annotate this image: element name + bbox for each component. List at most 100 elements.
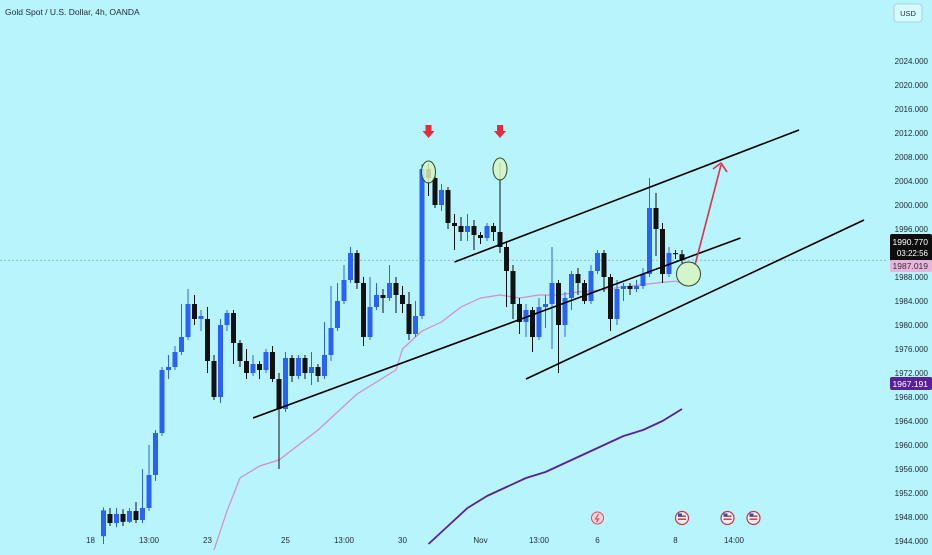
candle-body[interactable] (367, 307, 373, 337)
candle-body[interactable] (224, 313, 230, 325)
highlight-circle[interactable] (676, 261, 701, 287)
candle-body[interactable] (153, 433, 158, 475)
candle-body[interactable] (198, 316, 204, 319)
candle-body[interactable] (458, 226, 464, 232)
candle-body[interactable] (263, 352, 269, 370)
annotations[interactable] (421, 125, 728, 287)
candle-body[interactable] (523, 310, 529, 322)
channel-lines[interactable] (252, 129, 865, 419)
candle-body[interactable] (582, 283, 587, 301)
candle-body[interactable] (140, 508, 145, 520)
candle-body[interactable] (387, 283, 392, 298)
candle-body[interactable] (530, 310, 535, 337)
candle-body[interactable] (322, 355, 327, 376)
candle-body[interactable] (445, 190, 451, 223)
currency-button[interactable]: USD (893, 3, 923, 23)
candle-body[interactable] (354, 253, 360, 283)
candle-body[interactable] (491, 226, 496, 232)
currency-button-frame[interactable] (893, 3, 923, 23)
candle-body[interactable] (192, 304, 197, 319)
candle-body[interactable] (653, 208, 659, 229)
candle-body[interactable] (575, 274, 581, 283)
price-axis[interactable]: 1944.000 1948.000 1952.000 1956.000 1960.000… (889, 0, 932, 550)
candle-body[interactable] (107, 514, 113, 523)
candle-body[interactable] (549, 283, 555, 304)
candle-body[interactable] (348, 253, 353, 280)
candle-body[interactable] (185, 304, 191, 337)
candle-body[interactable] (673, 253, 678, 255)
candles[interactable] (101, 163, 685, 544)
candle-body[interactable] (471, 226, 477, 235)
candle-body[interactable] (497, 232, 503, 247)
candle-body[interactable] (166, 367, 171, 370)
candle-body[interactable] (569, 274, 574, 298)
channel-lower-line[interactable] (252, 237, 741, 419)
channel-support-line[interactable] (525, 219, 865, 380)
candle-body[interactable] (660, 229, 665, 274)
candle-body[interactable] (172, 352, 178, 367)
currency-button-label[interactable]: USD (900, 9, 916, 18)
us-flag-event-icon[interactable] (746, 510, 761, 526)
down-arrow-icon[interactable] (494, 125, 506, 138)
candle-body[interactable] (315, 367, 321, 376)
candle-body[interactable] (601, 253, 607, 277)
flash-event-icon[interactable] (591, 511, 604, 525)
candle-body[interactable] (218, 325, 223, 397)
candle-body[interactable] (146, 475, 152, 508)
candle-body[interactable] (296, 358, 301, 376)
candle-body[interactable] (283, 358, 288, 409)
candle-body[interactable] (302, 358, 308, 373)
candle-body[interactable] (439, 190, 444, 205)
candle-body[interactable] (231, 313, 236, 343)
candle-body[interactable] (341, 280, 347, 301)
candle-body[interactable] (289, 358, 295, 376)
candle-body[interactable] (361, 283, 366, 337)
candle-body[interactable] (413, 316, 418, 334)
candle-body[interactable] (127, 511, 132, 522)
down-arrow-icon[interactable] (422, 125, 435, 138)
candle-body[interactable] (679, 254, 685, 261)
candle-body[interactable] (484, 226, 490, 238)
candle-body[interactable] (562, 298, 568, 325)
candle-body[interactable] (588, 271, 594, 301)
candle-body[interactable] (406, 304, 412, 334)
candle-body[interactable] (556, 283, 561, 325)
candle-body[interactable] (120, 514, 126, 522)
candle-body[interactable] (634, 286, 639, 289)
candle-body[interactable] (335, 301, 340, 328)
candle-body[interactable] (257, 364, 262, 370)
us-flag-event-icon[interactable] (720, 510, 735, 526)
candle-body[interactable] (517, 304, 522, 322)
candle-body[interactable] (211, 361, 217, 397)
candle-body[interactable] (666, 253, 672, 274)
candle-body[interactable] (640, 274, 646, 286)
candle-body[interactable] (133, 511, 139, 520)
candle-body[interactable] (205, 319, 210, 361)
candle-body[interactable] (536, 307, 542, 337)
up-arrow-head-icon[interactable] (712, 162, 728, 173)
candle-body[interactable] (159, 370, 165, 433)
candle-body[interactable] (237, 343, 243, 361)
highlight-circle[interactable] (421, 160, 436, 184)
candle-body[interactable] (419, 169, 425, 316)
time-axis[interactable]: 18 13:00 23 25 13:00 30 Nov 13:00 6 8 14:00 (86, 536, 745, 545)
candle-body[interactable] (452, 223, 457, 226)
us-flag-event-icon[interactable] (674, 510, 690, 526)
candle-body[interactable] (309, 367, 314, 373)
candle-body[interactable] (400, 295, 405, 304)
candle-body[interactable] (478, 235, 483, 238)
candle-body[interactable] (608, 277, 613, 319)
candle-body[interactable] (627, 286, 633, 289)
candle-body[interactable] (250, 364, 256, 373)
candle-body[interactable] (374, 295, 379, 307)
candle-body[interactable] (380, 295, 386, 298)
candle-body[interactable] (504, 247, 509, 271)
candle-body[interactable] (114, 514, 119, 523)
candle-body[interactable] (543, 304, 548, 307)
candle-body[interactable] (595, 253, 600, 271)
candle-body[interactable] (614, 289, 620, 319)
event-icons[interactable] (591, 510, 761, 526)
candle-body[interactable] (465, 226, 470, 232)
